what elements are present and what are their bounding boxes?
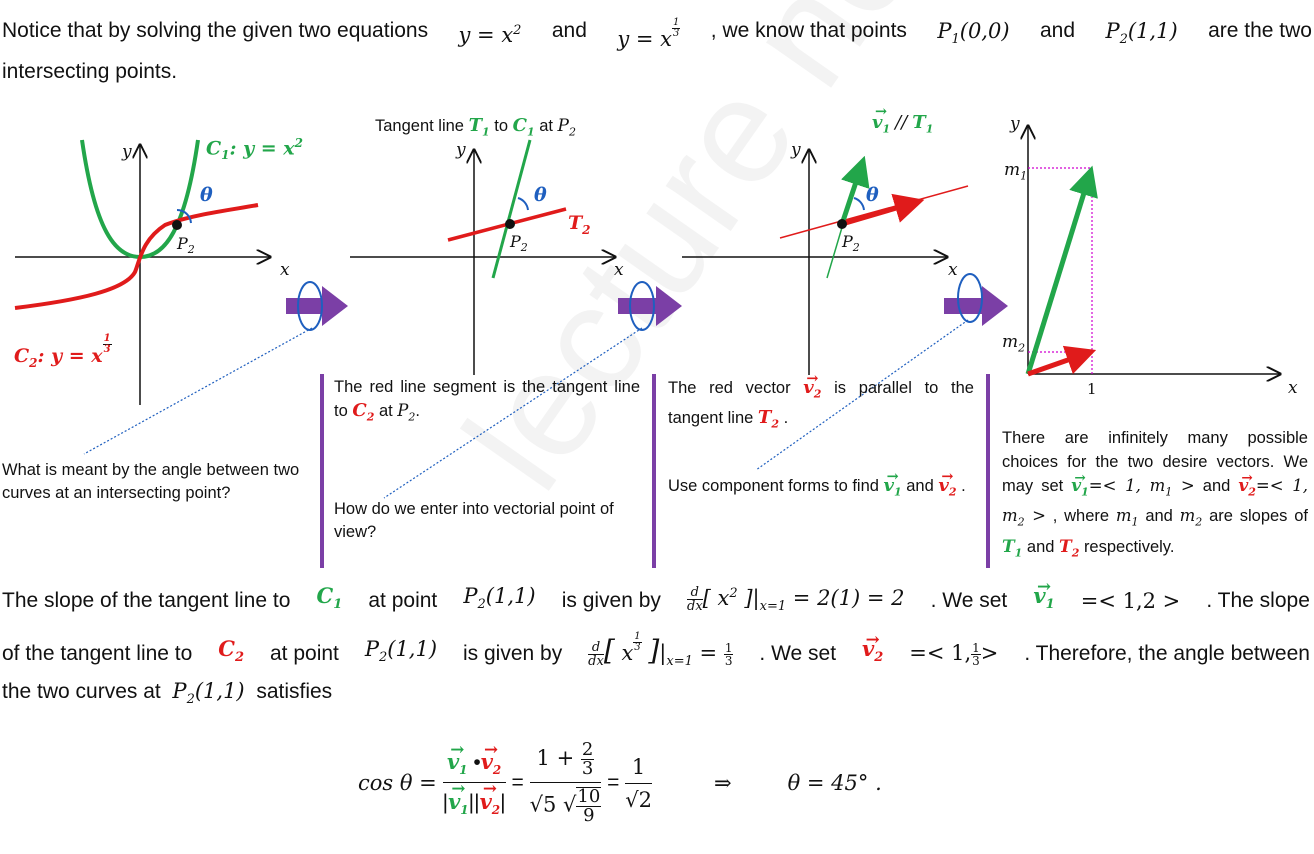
slope-line-2: of the tangent line to C2 at point P2(1,… [2,626,1310,675]
divider-3 [986,374,990,568]
panel3-title: v1 // T1 [872,103,933,135]
divider-2 [652,374,656,568]
point-p1: P1(0,0) [937,19,1010,48]
panel4-text: There are infinitely many possible choic… [1002,426,1308,565]
slope-line-3: the two curves at P2(1,1) satisfies [2,679,333,708]
panel3-caption: The red vector v2 is parallel to the tan… [668,367,974,435]
eq1: y = x2 [458,23,522,47]
panel2-caption: The red line segment is the tangent line… [334,378,640,424]
panel2-title: Tangent line T1 to C1 at P2 [375,115,576,139]
y-label: y [122,142,132,162]
x-label: x [280,260,290,280]
point-p2-dot [172,220,182,230]
theta-label: θ [200,184,213,206]
p2-label: P2 [177,234,195,257]
tick-one: 1 [1087,380,1097,398]
m2-label: m2 [1002,332,1026,355]
panel3-question: Use component forms to find v1 and v2 . [668,465,974,504]
point-p2: P2(1,1) [1105,19,1178,48]
c1-equation: C1: y = x2 [206,136,303,163]
intro-lead: Notice that by solving the given two equ… [2,19,429,42]
vector-v2-component [1027,345,1097,377]
intro-paragraph: Notice that by solving the given two equ… [2,17,1312,84]
vector-v2 [841,193,925,227]
vector-v1-component [1025,165,1098,375]
panel2-graph [350,139,660,375]
t2-label: T2 [568,212,591,237]
divider-1 [320,374,324,568]
panel2-question: How do we enter into vectorial point of … [334,500,614,541]
panel3-graph [682,140,969,375]
intro-line2: intersecting points. [2,60,178,84]
vector-v1 [839,155,870,225]
tangent-t1 [491,139,532,279]
cos-formula: cos θ = v1 •v2 |v1||v2| = 1 + 23 √5 √109… [358,728,882,838]
panel4-graph [1010,118,1300,398]
curve-c2 [14,203,259,310]
panel1-graph [14,139,320,405]
angle-arc [176,208,192,224]
m1-label: m1 [1004,160,1028,183]
slope-line-1: The slope of the tangent line to C1 at p… [2,573,1310,620]
panel1-question: What is meant by the angle between two c… [2,461,300,502]
